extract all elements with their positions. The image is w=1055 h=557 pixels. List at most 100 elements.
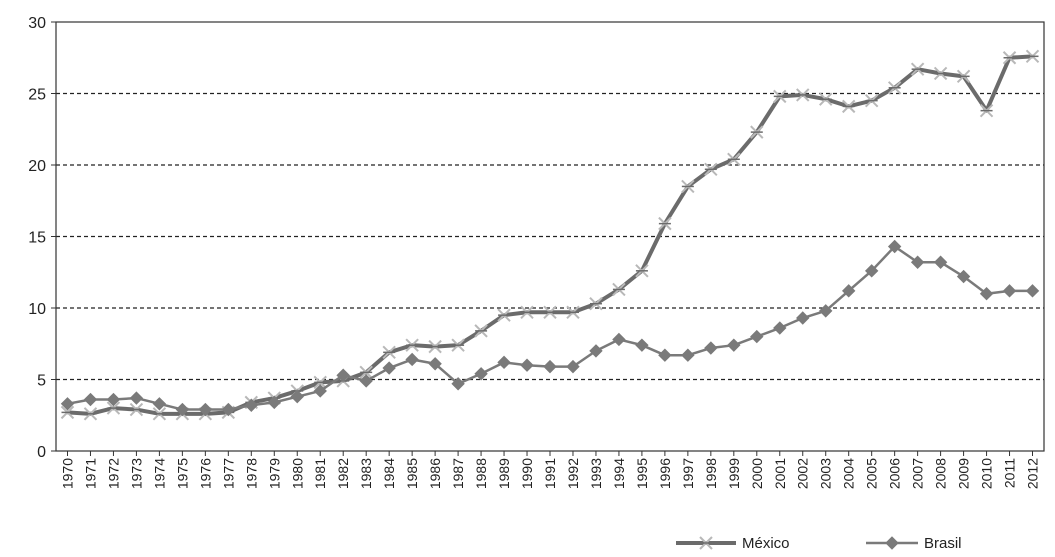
x-tick-label-2001: 2001 <box>772 458 788 489</box>
point-mexico-1983 <box>359 365 373 380</box>
point-brasil-1997 <box>681 348 695 362</box>
y-axis-ticks: 0 5 10 15 20 25 30 <box>28 15 56 461</box>
x-tick-label-1992: 1992 <box>565 458 581 489</box>
x-tick-label-2004: 2004 <box>841 458 857 489</box>
point-brasil-1971 <box>83 392 98 407</box>
point-brasil-2006 <box>887 239 902 254</box>
point-mexico-2003 <box>819 92 833 106</box>
point-mexico-2010 <box>979 103 994 118</box>
legend-label-mexico: México <box>742 535 790 552</box>
x-tick-label-2006: 2006 <box>887 458 903 489</box>
point-brasil-1975 <box>175 402 190 417</box>
x-tick-label-1999: 1999 <box>726 458 742 489</box>
series-line-brasil <box>67 245 1033 411</box>
legend-marker-mexico <box>699 536 713 550</box>
series-group <box>60 49 1040 421</box>
x-tick-label-1994: 1994 <box>611 458 627 489</box>
point-brasil-1989 <box>497 355 511 370</box>
point-brasil-1983 <box>359 374 373 388</box>
point-brasil-1988 <box>474 367 488 381</box>
point-mexico-2012 <box>1025 49 1040 64</box>
x-tick-label-1973: 1973 <box>128 458 144 489</box>
point-brasil-2007 <box>910 255 925 269</box>
point-mexico-1998 <box>704 162 718 176</box>
point-mexico-1990 <box>520 305 534 319</box>
x-tick-label-1981: 1981 <box>312 458 328 489</box>
point-brasil-1994 <box>612 332 626 347</box>
x-tick-label-2005: 2005 <box>864 458 880 489</box>
x-tick-label-1996: 1996 <box>657 458 673 489</box>
legend: México Brasil <box>676 535 962 552</box>
point-brasil-1981 <box>313 384 327 398</box>
x-tick-label-1984: 1984 <box>381 458 397 489</box>
point-mexico-2008 <box>933 66 948 81</box>
y-tick-label-30: 30 <box>28 15 46 32</box>
point-brasil-2004 <box>841 284 856 298</box>
x-tick-label-2012: 2012 <box>1025 458 1041 489</box>
x-tick-label-1983: 1983 <box>358 458 374 489</box>
x-tick-label-1990: 1990 <box>519 458 535 489</box>
x-tick-label-1998: 1998 <box>703 458 719 489</box>
x-tick-label-1991: 1991 <box>542 458 558 489</box>
point-mexico-1974 <box>152 407 167 421</box>
legend-marker-brasil <box>885 536 899 550</box>
y-tick-label-15: 15 <box>28 230 46 247</box>
x-tick-label-2002: 2002 <box>795 458 811 489</box>
x-tick-label-1974: 1974 <box>151 458 167 489</box>
point-mexico-2009 <box>956 69 971 84</box>
point-mexico-1989 <box>497 308 511 322</box>
y-tick-label-5: 5 <box>37 373 46 390</box>
x-tick-label-1980: 1980 <box>289 458 305 489</box>
x-tick-label-1987: 1987 <box>450 458 466 489</box>
point-mexico-1997 <box>681 179 695 194</box>
point-mexico-1996 <box>658 216 672 231</box>
x-tick-label-1988: 1988 <box>473 458 489 489</box>
point-brasil-1970 <box>60 397 75 411</box>
plot-frame <box>55 21 1045 452</box>
point-mexico-1992 <box>566 305 580 319</box>
point-brasil-2009 <box>956 269 971 284</box>
x-tick-label-2008: 2008 <box>933 458 949 489</box>
point-mexico-2011 <box>1002 51 1017 65</box>
y-tick-label-25: 25 <box>28 87 46 104</box>
point-mexico-1972 <box>106 401 121 415</box>
point-mexico-1988 <box>474 324 488 338</box>
x-tick-label-2003: 2003 <box>818 458 834 489</box>
point-brasil-2002 <box>796 311 810 325</box>
point-mexico-1995 <box>635 264 649 278</box>
point-mexico-2001 <box>773 89 787 104</box>
point-brasil-1993 <box>589 344 603 358</box>
point-mexico-1991 <box>543 305 557 319</box>
point-mexico-1984 <box>382 345 396 360</box>
y-tick-label-20: 20 <box>28 158 46 175</box>
point-brasil-2001 <box>773 321 787 335</box>
x-tick-label-1993: 1993 <box>588 458 604 489</box>
point-brasil-2003 <box>819 304 833 318</box>
point-brasil-1991 <box>543 359 557 374</box>
x-tick-label-1977: 1977 <box>220 458 236 489</box>
point-brasil-1995 <box>635 338 649 352</box>
point-mexico-1993 <box>589 297 603 311</box>
y-tick-label-10: 10 <box>28 301 46 318</box>
x-tick-label-2010: 2010 <box>979 458 995 489</box>
point-brasil-1987 <box>451 377 465 391</box>
x-tick-label-2007: 2007 <box>910 458 926 489</box>
point-brasil-2000 <box>750 329 764 344</box>
x-tick-label-2000: 2000 <box>749 458 765 489</box>
point-brasil-1979 <box>267 395 281 410</box>
point-mexico-2006 <box>887 81 902 95</box>
point-mexico-2005 <box>864 93 879 108</box>
point-mexico-1986 <box>428 339 442 354</box>
x-tick-label-1979: 1979 <box>266 458 282 489</box>
x-tick-label-1975: 1975 <box>174 458 190 489</box>
legend-item-brasil: Brasil <box>866 535 962 552</box>
x-tick-label-1976: 1976 <box>197 458 213 489</box>
point-brasil-1986 <box>428 357 442 371</box>
point-brasil-1972 <box>106 392 121 407</box>
x-tick-label-1985: 1985 <box>404 458 420 489</box>
series-brasil <box>60 239 1040 417</box>
x-tick-label-2011: 2011 <box>1002 458 1018 488</box>
point-mexico-1973 <box>129 402 144 417</box>
point-brasil-2012 <box>1025 284 1040 298</box>
x-tick-label-1995: 1995 <box>634 458 650 489</box>
